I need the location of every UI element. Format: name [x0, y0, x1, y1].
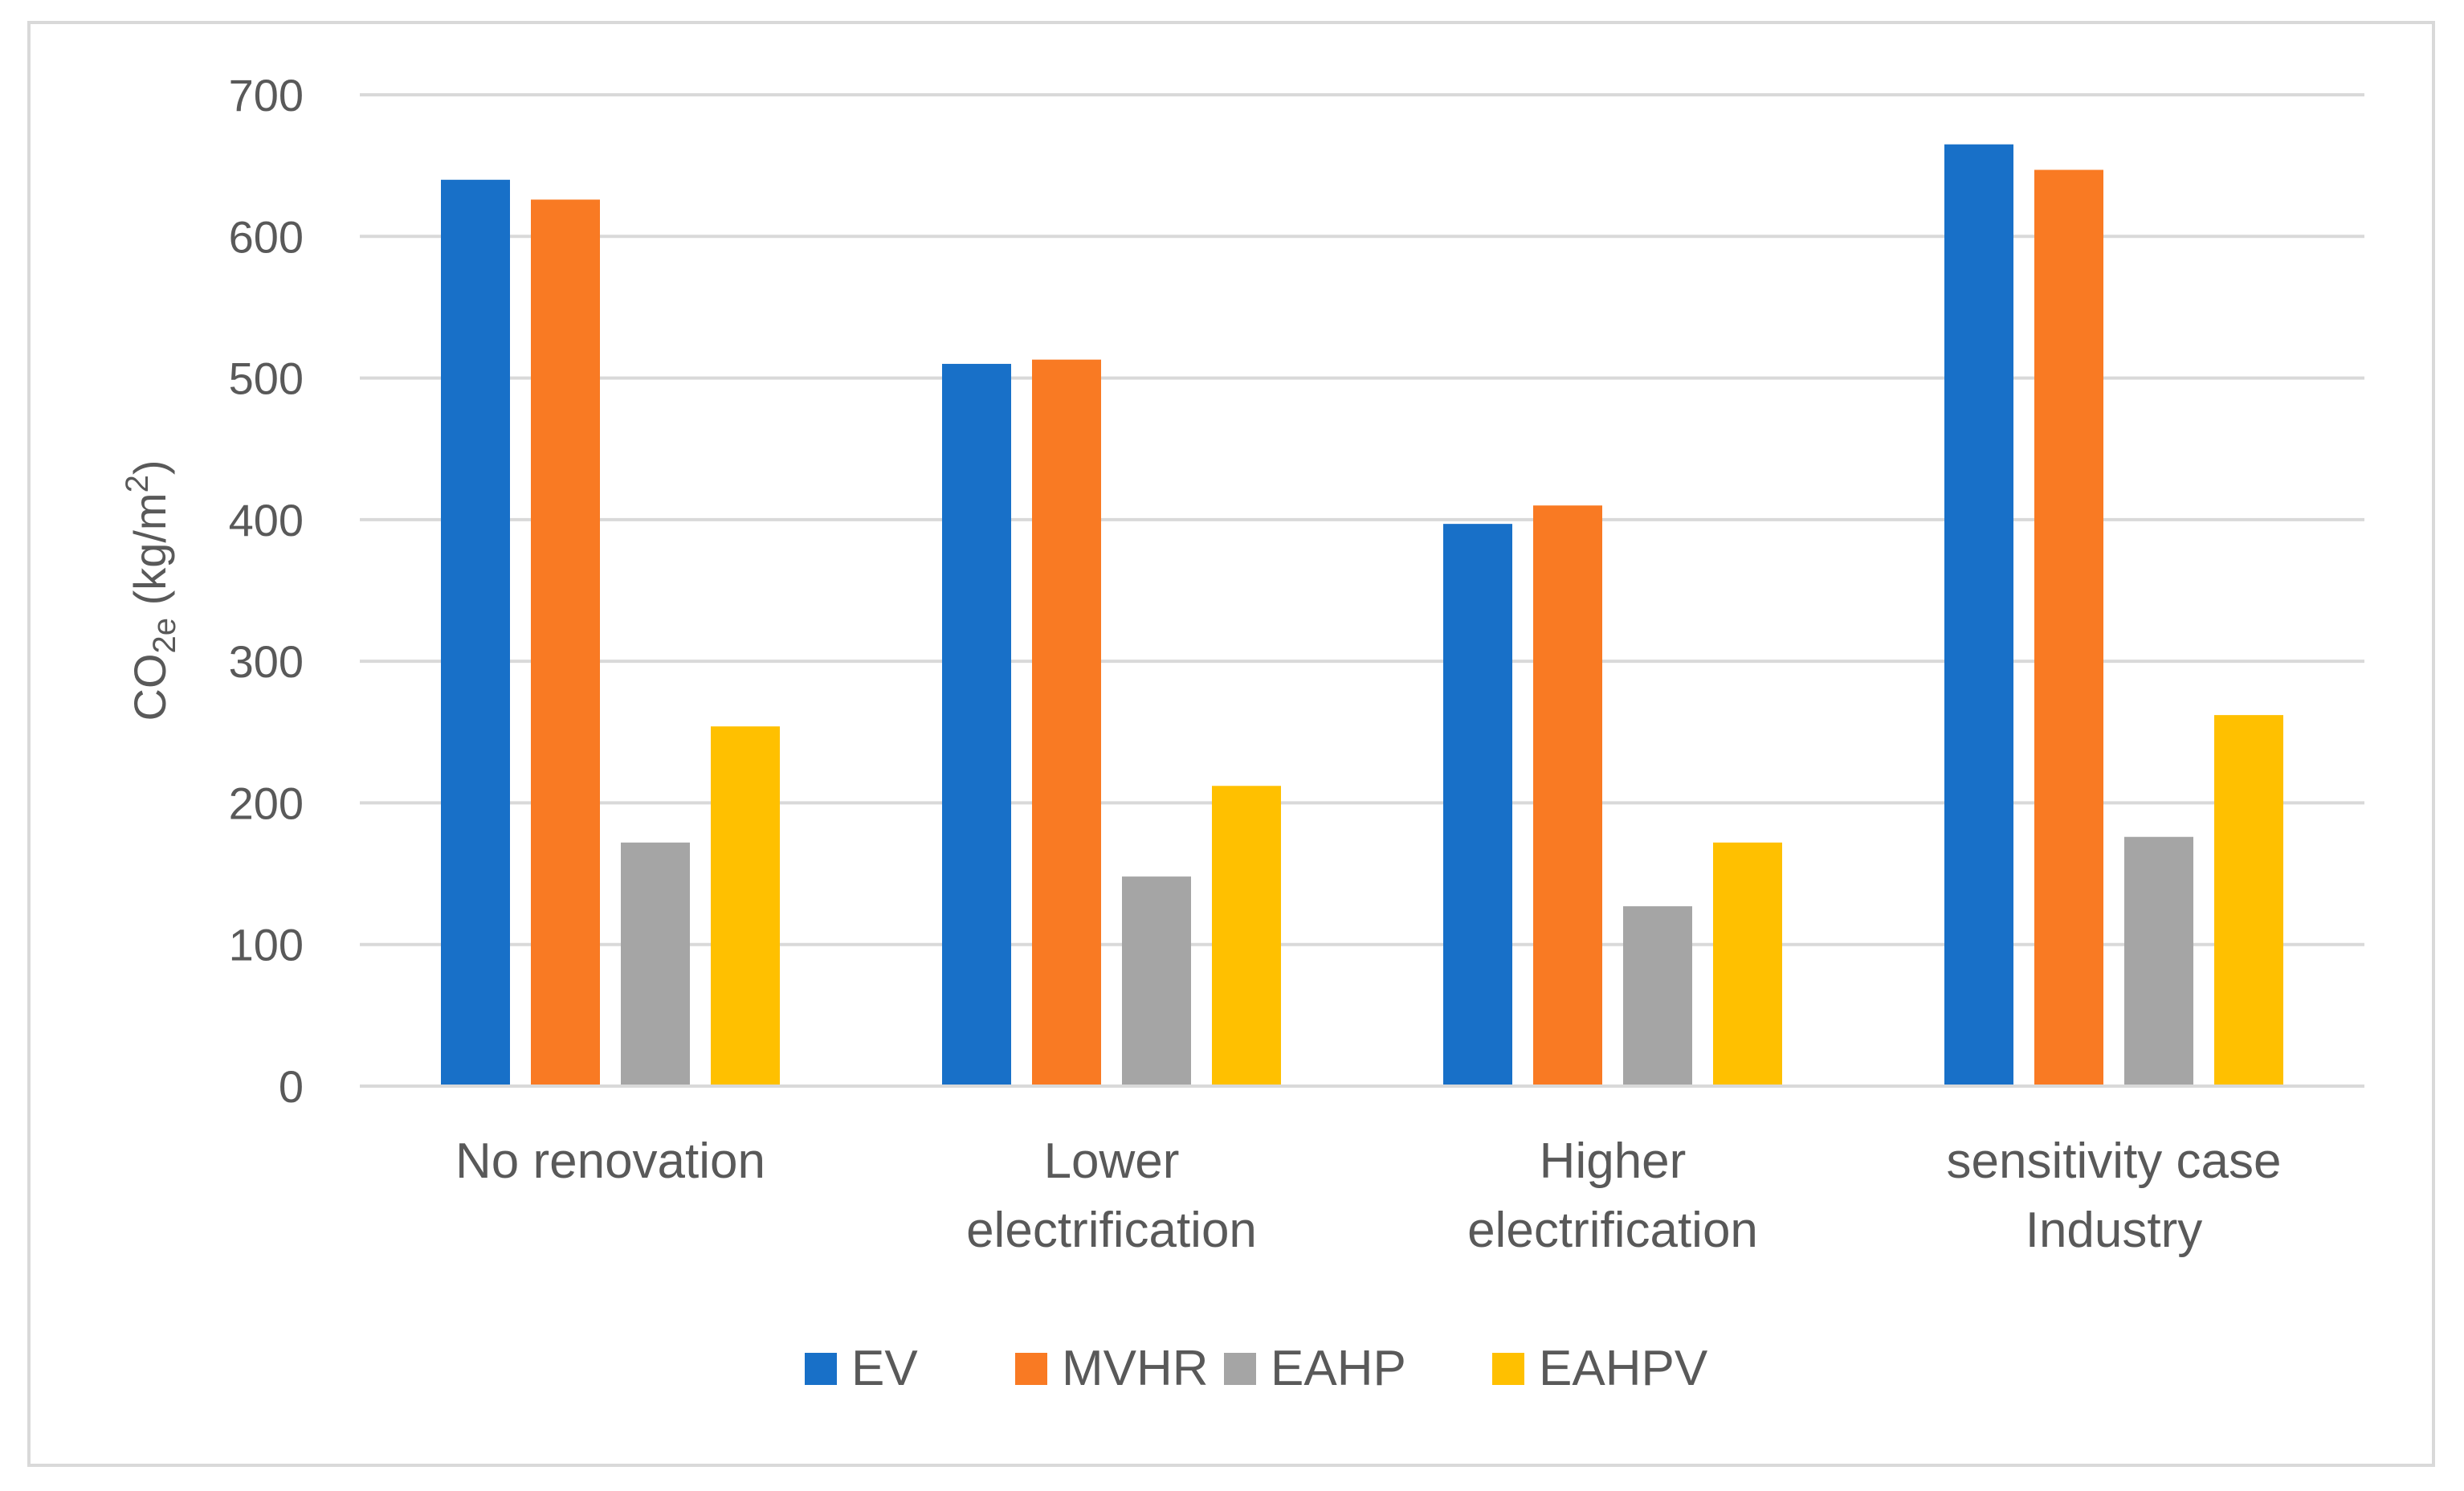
- y-axis-title-unit-prefix: (kg/m: [124, 492, 175, 618]
- gridlines: [360, 93, 2364, 946]
- y-axis-title-subscript: 2e: [147, 618, 182, 654]
- bar-eahpv-2: [1713, 842, 1782, 1086]
- bar-ev-0: [441, 179, 510, 1086]
- y-tick-label: 600: [229, 211, 304, 262]
- x-category-label: No renovation: [455, 1134, 765, 1189]
- bar-ev-1: [942, 363, 1011, 1086]
- bar-mvhr-3: [2034, 170, 2103, 1087]
- legend-label-ev: EV: [851, 1341, 918, 1396]
- bar-mvhr-1: [1032, 359, 1101, 1086]
- legend-label-mvhr: MVHR: [1062, 1341, 1209, 1396]
- y-axis-title: CO2e (kg/m2): [120, 460, 182, 721]
- legend-swatch-mvhr: [1015, 1353, 1047, 1385]
- y-tick-label: 500: [229, 353, 304, 404]
- x-category-label: electrification: [1467, 1203, 1758, 1258]
- legend: EV MVHR EAHP EAHPV: [805, 1341, 1708, 1396]
- y-tick-label: 300: [229, 636, 304, 687]
- x-category-label: Higher: [1540, 1134, 1687, 1189]
- legend-label-eahp: EAHP: [1271, 1341, 1406, 1396]
- bar-chart: 0 100 200 300 400 500 600 700 No renovation Lowe…: [120, 70, 2364, 1396]
- bar-eahp-0: [621, 842, 690, 1086]
- y-tick-label: 400: [229, 495, 304, 545]
- bar-ev-3: [1944, 144, 2013, 1087]
- chart-frame: 0 100 200 300 400 500 600 700 No renovation Lowe…: [27, 21, 2435, 1467]
- bar-mvhr-2: [1533, 505, 1602, 1086]
- legend-swatch-eahp: [1224, 1353, 1256, 1385]
- bar-eahp-2: [1623, 906, 1692, 1086]
- bar-eahpv-1: [1212, 786, 1281, 1086]
- legend-swatch-eahpv: [1492, 1353, 1524, 1385]
- y-axis-title-unit-suffix: ): [124, 460, 175, 476]
- bar-eahp-3: [2124, 836, 2193, 1086]
- x-category-label: Lower: [1044, 1134, 1180, 1189]
- bar-eahp-1: [1122, 876, 1191, 1086]
- bars: [441, 144, 2283, 1087]
- y-tick-label: 700: [229, 70, 304, 121]
- y-axis-title-base: CO: [124, 653, 175, 721]
- y-axis-ticks: 0 100 200 300 400 500 600 700: [229, 70, 304, 1112]
- y-tick-label: 200: [229, 778, 304, 828]
- legend-label-eahpv: EAHPV: [1539, 1341, 1708, 1396]
- bar-mvhr-0: [531, 199, 600, 1087]
- bar-eahpv-0: [711, 726, 780, 1086]
- x-axis-category-labels: No renovation Lower electrification Higher e…: [455, 1134, 2281, 1258]
- y-tick-label: 100: [229, 920, 304, 970]
- y-tick-label: 0: [279, 1061, 304, 1112]
- x-category-label: Industry: [2025, 1203, 2203, 1258]
- legend-swatch-ev: [805, 1353, 837, 1385]
- x-category-label: electrification: [966, 1203, 1257, 1258]
- y-axis-title-superscript: 2: [120, 475, 155, 492]
- bar-eahpv-3: [2214, 715, 2283, 1086]
- bar-ev-2: [1443, 524, 1512, 1086]
- x-category-label: sensitivity case: [1947, 1134, 2282, 1189]
